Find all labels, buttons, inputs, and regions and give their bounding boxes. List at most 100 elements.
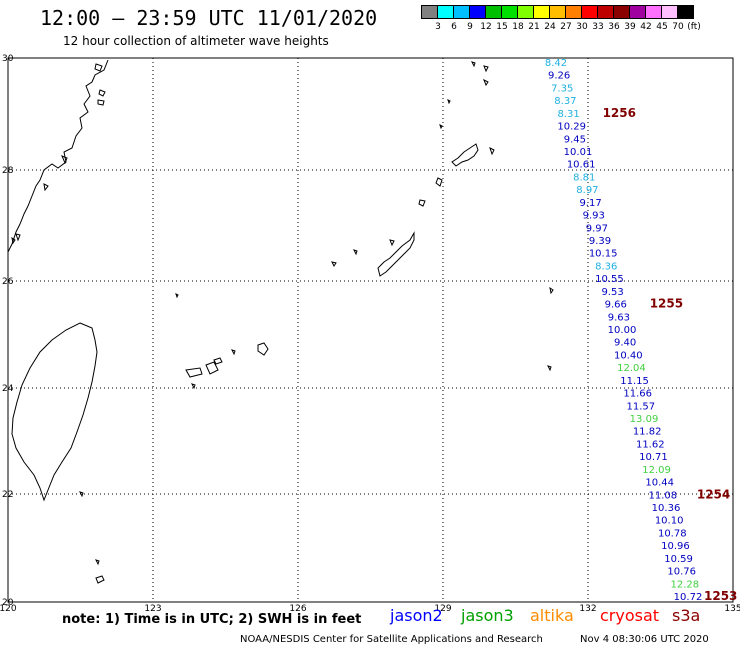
legend-label: 45 xyxy=(656,22,668,32)
legend-label: 9 xyxy=(467,22,473,32)
wave-height-value: 8.31 xyxy=(557,109,579,120)
legend-label: 12 xyxy=(480,22,492,32)
wave-height-value: 10.10 xyxy=(655,516,684,527)
latitude-label: 28 xyxy=(2,166,14,176)
legend-swatches xyxy=(421,5,694,19)
legend-swatch xyxy=(533,5,550,19)
wave-height-value: 10.72 xyxy=(674,592,703,603)
wave-height-value: 10.15 xyxy=(589,249,618,260)
wave-height-value: 11.57 xyxy=(627,401,656,412)
longitude-label: 123 xyxy=(144,604,161,614)
legend-label: 3 xyxy=(435,22,441,32)
wave-height-value: 10.29 xyxy=(557,122,586,133)
legend-label: 18 xyxy=(512,22,524,32)
china-islands xyxy=(11,63,106,245)
pass-number-label: 1255 xyxy=(650,297,683,311)
wave-height-value: 12.04 xyxy=(617,363,646,374)
wave-height-value: 10.96 xyxy=(661,541,690,552)
legend-label: 42 xyxy=(640,22,652,32)
wave-height-value: 9.17 xyxy=(579,198,601,209)
legend-swatch xyxy=(629,5,646,19)
wave-height-value: 8.37 xyxy=(554,96,576,107)
legend-swatch xyxy=(517,5,534,19)
satellite-label-jason2: jason2 xyxy=(390,606,443,625)
legend-swatch xyxy=(469,5,486,19)
legend-label: 24 xyxy=(544,22,556,32)
wave-height-value: 9.93 xyxy=(583,211,605,222)
latitude-label: 22 xyxy=(2,490,13,500)
satellite-label-jason3: jason3 xyxy=(461,606,514,625)
wave-height-value: 11.08 xyxy=(649,490,678,501)
footer-note: note: 1) Time is in UTC; 2) SWH is in fe… xyxy=(62,612,362,627)
wave-height-value: 10.44 xyxy=(645,478,674,489)
wave-height-value: 10.61 xyxy=(567,160,596,171)
wave-height-value: 10.40 xyxy=(614,350,643,361)
longitude-label: 126 xyxy=(289,604,306,614)
legend-swatch xyxy=(661,5,678,19)
longitude-label: 132 xyxy=(579,604,596,614)
wave-height-value: 7.35 xyxy=(551,83,573,94)
wave-height-value: 12.09 xyxy=(642,465,671,476)
legend-swatch xyxy=(565,5,582,19)
wave-height-value: 9.45 xyxy=(564,134,586,145)
legend-swatch xyxy=(421,5,438,19)
wave-height-value: 10.55 xyxy=(595,274,624,285)
taiwan-coastline xyxy=(11,322,98,502)
wave-height-value: 9.97 xyxy=(586,223,608,234)
legend-label: 70 xyxy=(672,22,684,32)
wave-height-value: 9.66 xyxy=(605,300,627,311)
longitude-label: 129 xyxy=(434,604,451,614)
wave-height-value: 10.36 xyxy=(652,503,681,514)
wave-height-value: 13.09 xyxy=(630,414,659,425)
legend-label: 6 xyxy=(451,22,457,32)
generated-timestamp: Nov 4 08:30:06 UTC 2020 xyxy=(580,634,709,645)
wave-height-value: 10.76 xyxy=(667,567,696,578)
southern-islands xyxy=(79,293,179,584)
page-title: 12:00 — 23:59 UTC 11/01/2020 xyxy=(40,6,378,30)
wave-height-value: 8.81 xyxy=(573,172,595,183)
graticule xyxy=(8,58,733,602)
wave-height-value: 11.15 xyxy=(620,376,649,387)
wave-height-value: 10.01 xyxy=(564,147,593,158)
wave-height-value: 11.82 xyxy=(633,427,662,438)
wave-height-value: 9.39 xyxy=(589,236,611,247)
legend-label: 36 xyxy=(608,22,620,32)
yaeyama-islands xyxy=(185,342,269,390)
legend-labels: 3 6 9 12 15 18 21 24 27 30 33 36 39 42 45 70 (ft) xyxy=(421,22,740,34)
longitude-label: 135 xyxy=(724,604,740,614)
legend-label: 33 xyxy=(592,22,604,32)
pass-number-label: 1253 xyxy=(704,589,737,603)
legend-swatch xyxy=(645,5,662,19)
amami-island xyxy=(451,143,479,167)
latitude-label: 30 xyxy=(2,54,14,64)
legend-swatch xyxy=(581,5,598,19)
legend-swatch xyxy=(437,5,454,19)
wave-height-value: 10.00 xyxy=(608,325,637,336)
legend-swatch xyxy=(453,5,470,19)
wave-height-value: 10.78 xyxy=(658,528,687,539)
wave-height-value: 9.53 xyxy=(601,287,623,298)
color-legend: 3 6 9 12 15 18 21 24 27 30 33 36 39 42 45 70 (ft) xyxy=(421,5,701,35)
wave-height-value: 8.97 xyxy=(576,185,598,196)
legend-label: 27 xyxy=(560,22,572,32)
legend-swatch xyxy=(597,5,614,19)
longitude-label: 120 xyxy=(0,604,17,614)
legend-swatch xyxy=(613,5,630,19)
altimeter-track: 8.429.267.358.378.3110.299.4510.0110.618… xyxy=(545,58,738,603)
wave-height-value: 12.28 xyxy=(671,579,700,590)
wave-height-value: 11.66 xyxy=(623,389,652,400)
legend-swatch xyxy=(485,5,502,19)
latitude-label: 20 xyxy=(2,598,14,608)
legend-label: 30 xyxy=(576,22,588,32)
legend-label: 39 xyxy=(624,22,636,32)
small-islands xyxy=(331,61,554,372)
pass-number-label: 1256 xyxy=(603,106,636,120)
satellite-label-s3a: s3a xyxy=(672,606,701,625)
wave-height-value: 8.36 xyxy=(595,261,617,272)
wave-height-value: 10.59 xyxy=(664,554,693,565)
wave-height-value: 9.26 xyxy=(548,71,570,82)
legend-label: 15 xyxy=(496,22,508,32)
wave-height-value: 10.71 xyxy=(639,452,668,463)
wave-height-value: 8.42 xyxy=(545,58,567,69)
